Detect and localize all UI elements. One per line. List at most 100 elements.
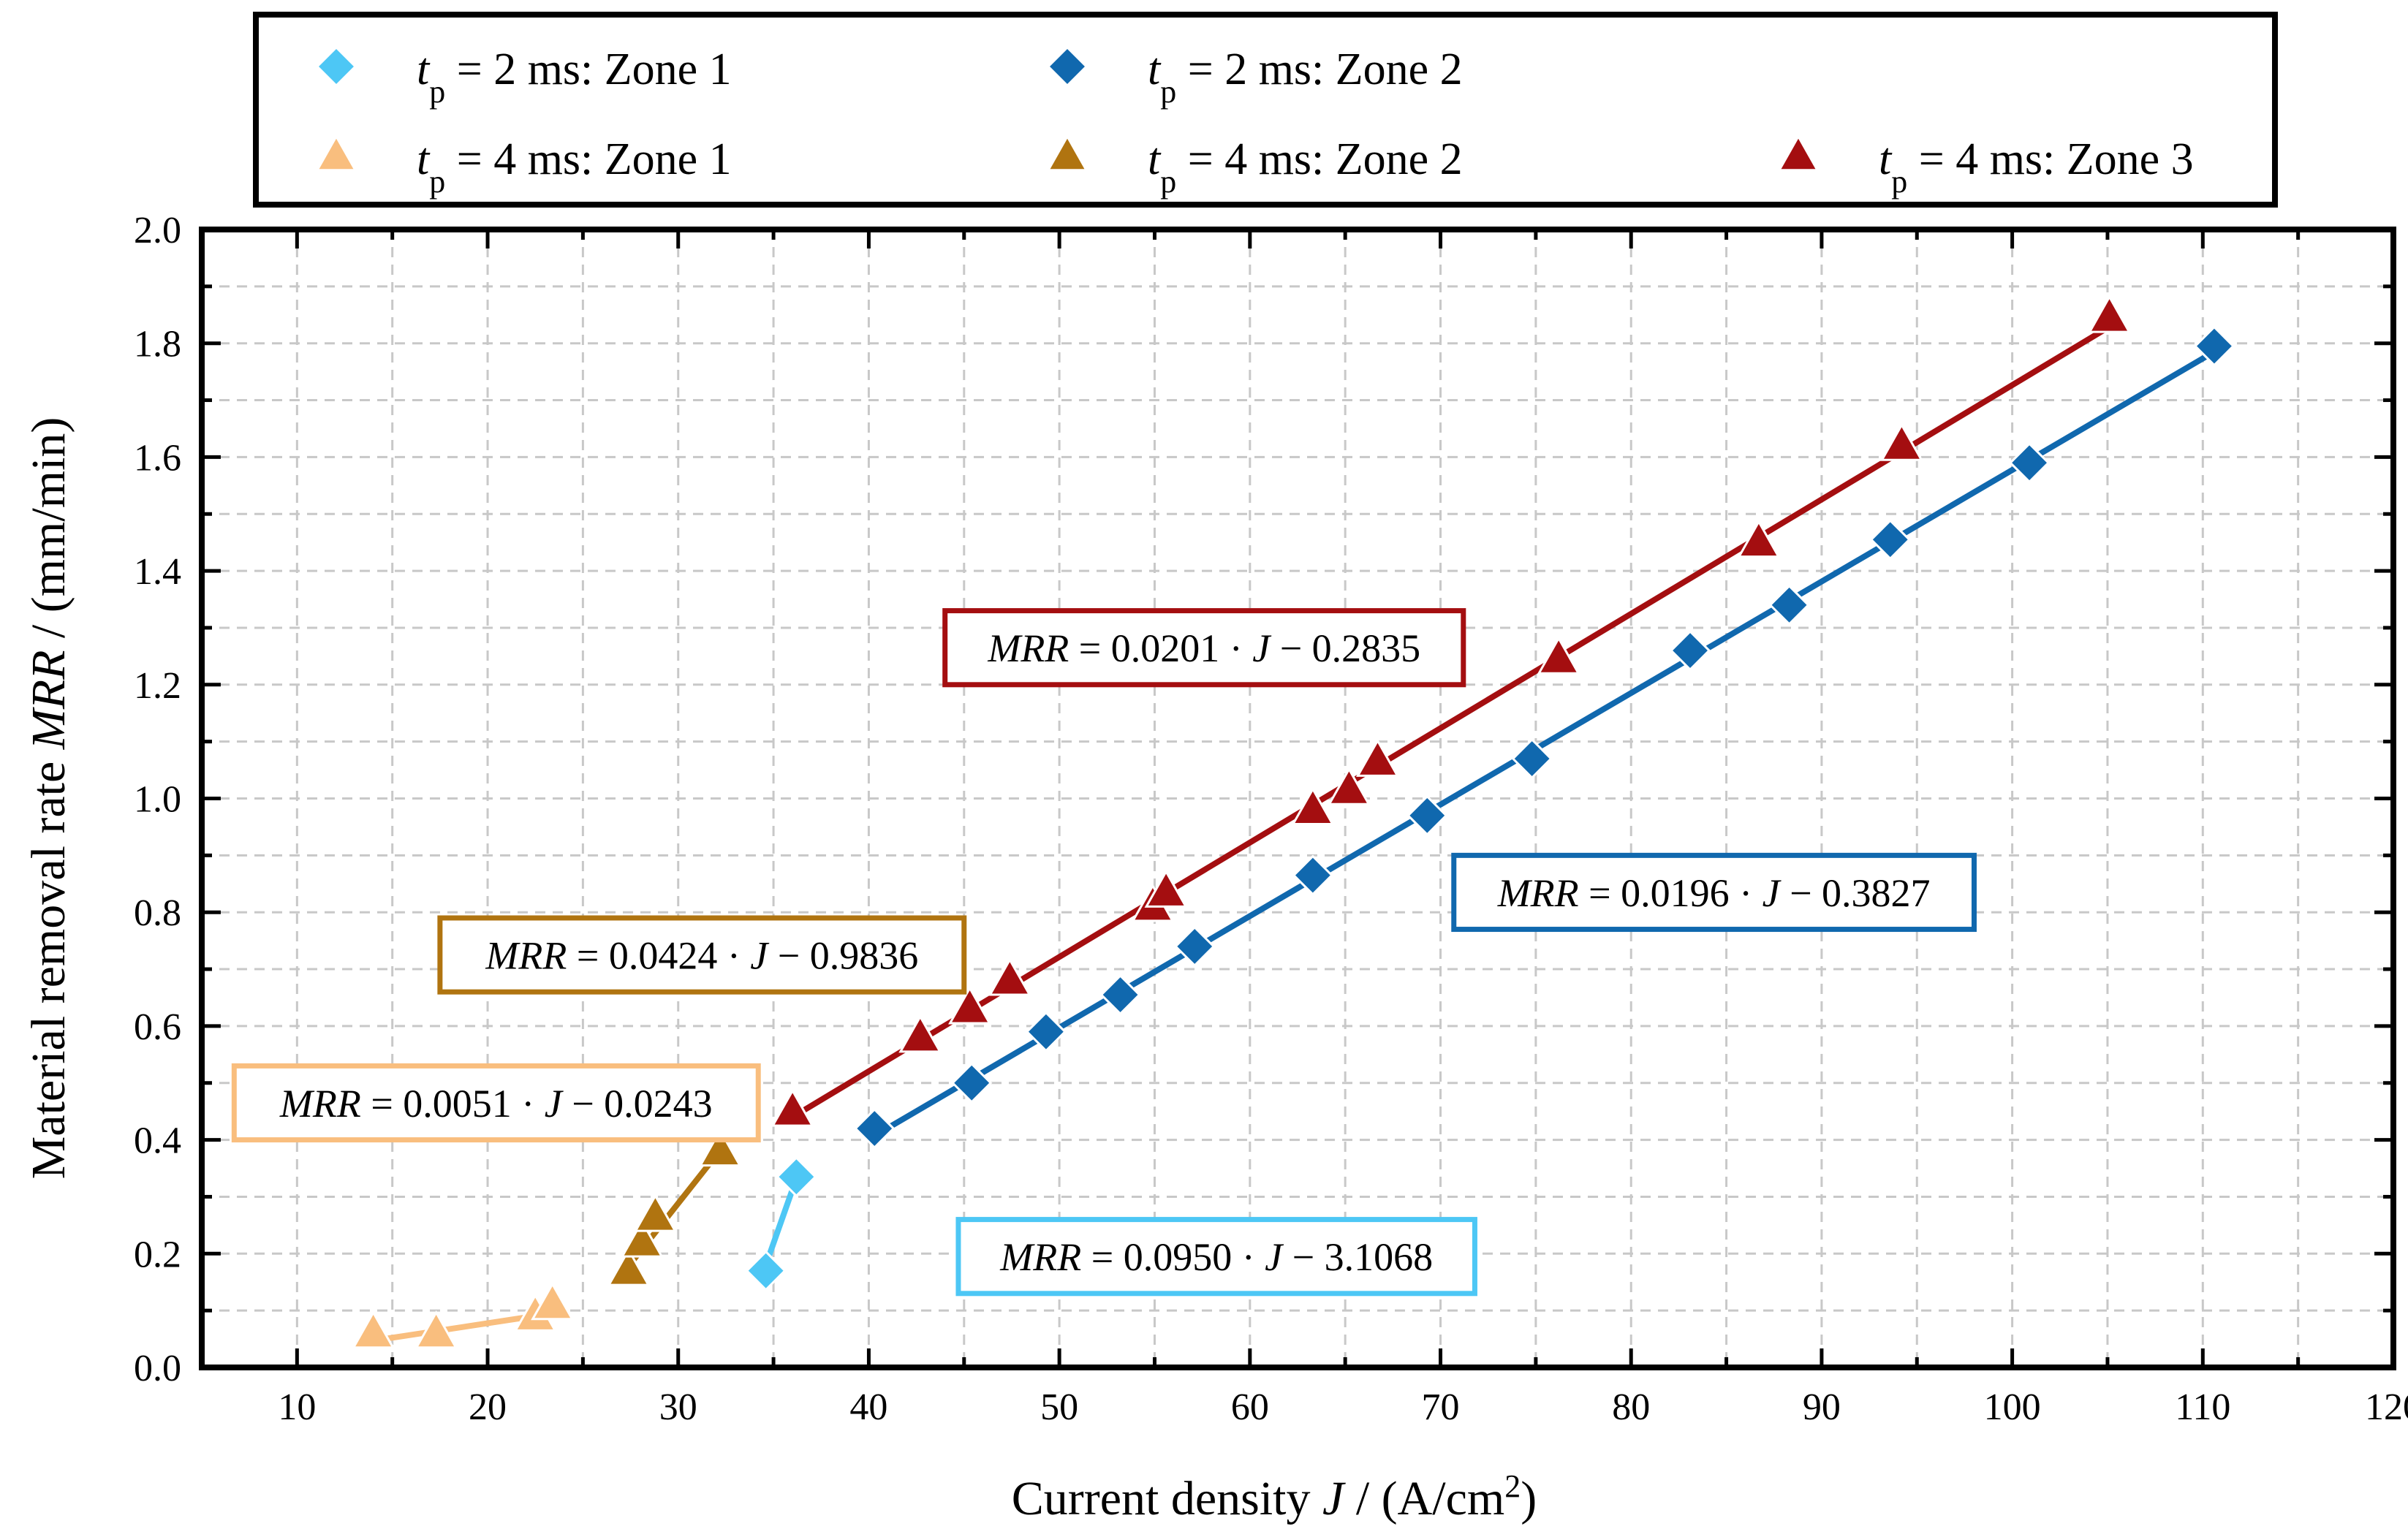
equation-box: MRR = 0.0201 · J − 0.2835 <box>942 608 1466 688</box>
legend-frame <box>253 12 2278 208</box>
x-tick-label: 50 <box>1040 1386 1078 1428</box>
data-point <box>2008 442 2051 484</box>
data-point <box>1669 629 1711 672</box>
x-tick-labels: 10 20 30 40 50 60 70 80 90 100 110 120 <box>278 1386 2408 1428</box>
data-point <box>948 986 992 1025</box>
equation-frame <box>955 1217 1477 1297</box>
equation-variable: J <box>1265 1235 1284 1279</box>
y-tick-label: 0.2 <box>134 1234 181 1275</box>
equation-frame <box>231 1063 761 1143</box>
equation-intercept: − 3.1068 <box>1282 1235 1433 1279</box>
legend-entry: tp = 4 ms: Zone 3 <box>1777 134 2194 200</box>
legend-label-variable: t <box>417 45 431 94</box>
legend-label-subscript: p <box>429 74 445 110</box>
equation-box: MRR = 0.0950 · J − 3.1068 <box>955 1217 1477 1297</box>
data-point <box>698 1128 742 1167</box>
y-tick-label: 1.8 <box>134 324 181 365</box>
x-tick-label: 40 <box>849 1386 887 1428</box>
equation-frame <box>437 915 967 995</box>
data-point <box>1869 519 1911 561</box>
y-tick-label: 1.4 <box>134 551 181 593</box>
legend-label-variable: t <box>1879 134 1893 184</box>
data-point <box>898 1014 942 1053</box>
legend-label-text: = 4 ms: Zone 2 <box>1176 134 1462 184</box>
equation-text: MRR = 0.0196 · J − 0.3827 <box>1497 871 1931 915</box>
legend-label-subscript: p <box>1160 74 1176 110</box>
data-point <box>1099 974 1141 1016</box>
y-axis-title: Material removal rate MRR / (mm/min) <box>22 417 75 1180</box>
x-tick-label: 60 <box>1231 1386 1269 1428</box>
legend-label-subscript: p <box>1160 164 1176 200</box>
y-tick-label: 0.8 <box>134 892 181 934</box>
data-point <box>951 1062 993 1104</box>
equation-frame <box>942 608 1466 688</box>
data-point <box>1537 636 1580 675</box>
equation-boxes: MRR = 0.0950 · J − 3.1068 MRR = 0.0196 · … <box>231 608 1977 1297</box>
data-point <box>776 1156 817 1198</box>
data-point <box>1046 45 1088 88</box>
data-point <box>988 957 1031 996</box>
series-markers <box>854 325 2235 1150</box>
data-markers <box>352 295 2235 1349</box>
data-point <box>1406 794 1448 836</box>
data-point <box>531 1281 575 1321</box>
legend-label-text: = 4 ms: Zone 3 <box>1907 134 2193 184</box>
plot-frame <box>199 227 2396 1370</box>
equation-coefficient: = 0.0424 · <box>567 934 750 978</box>
legend-label: tp = 2 ms: Zone 1 <box>417 45 732 110</box>
equation-text: MRR = 0.0424 · J − 0.9836 <box>485 934 918 978</box>
legend: tp = 2 ms: Zone 1 tp = 2 ms: Zone 2tp = 4… <box>253 12 2278 208</box>
equation-text: MRR = 0.0950 · J − 3.1068 <box>999 1235 1433 1279</box>
legend-label-subscript: p <box>1891 164 1907 200</box>
x-tick-label: 20 <box>469 1386 507 1428</box>
y-tick-label: 0.6 <box>134 1006 181 1048</box>
data-point <box>1174 925 1216 968</box>
equation-lhs: MRR <box>1497 871 1579 915</box>
legend-label: tp = 4 ms: Zone 1 <box>417 134 732 200</box>
data-point <box>620 1219 664 1258</box>
legend-entries: tp = 2 ms: Zone 1 tp = 2 ms: Zone 2tp = 4… <box>315 45 2194 200</box>
x-axis-title: Current density J / (A/cm2) <box>1012 1468 1537 1526</box>
equation-box: MRR = 0.0051 · J − 0.0243 <box>231 1063 761 1143</box>
legend-label-variable: t <box>417 134 431 184</box>
x-axis-title-close: ) <box>1521 1472 1537 1525</box>
legend-label-variable: t <box>1148 45 1162 94</box>
series-markers <box>352 1281 575 1349</box>
x-tick-label: 90 <box>1803 1386 1841 1428</box>
equation-intercept: − 0.0243 <box>562 1082 713 1126</box>
legend-label-text: = 4 ms: Zone 1 <box>445 134 731 184</box>
equation-coefficient: = 0.0201 · <box>1069 626 1252 670</box>
data-point <box>1511 737 1553 780</box>
y-axis-title-variable: MRR <box>22 650 75 751</box>
y-tick-labels: 0.0 0.2 0.4 0.6 0.8 1.0 1.2 1.4 1.6 1.8 2.0 <box>134 210 181 1389</box>
legend-entry: tp = 4 ms: Zone 2 <box>1046 134 1463 200</box>
x-tick-label: 30 <box>659 1386 697 1428</box>
x-tick-label: 80 <box>1612 1386 1650 1428</box>
legend-label-text: = 2 ms: Zone 2 <box>1176 45 1462 94</box>
data-point <box>315 45 357 88</box>
equation-variable: J <box>545 1082 564 1126</box>
series-markers <box>607 1128 742 1286</box>
y-axis-title-prefix: Material removal rate <box>22 749 75 1179</box>
legend-label: tp = 2 ms: Zone 2 <box>1148 45 1463 110</box>
equation-lhs: MRR <box>999 1235 1081 1279</box>
equation-coefficient: = 0.0051 · <box>361 1082 545 1126</box>
y-tick-label: 2.0 <box>134 210 181 251</box>
data-point <box>2193 325 2235 367</box>
data-point <box>1737 519 1781 558</box>
legend-label-subscript: p <box>429 164 445 200</box>
legend-label-variable: t <box>1148 134 1162 184</box>
legend-entry: tp = 2 ms: Zone 2 <box>1046 45 1463 110</box>
y-tick-label: 1.6 <box>134 437 181 479</box>
data-point <box>1144 869 1188 908</box>
data-point <box>854 1107 896 1150</box>
y-axis-title-units: / (mm/min) <box>22 417 75 650</box>
data-point <box>607 1248 651 1286</box>
equation-box: MRR = 0.0424 · J − 0.9836 <box>437 915 967 995</box>
series-markers <box>771 295 2132 1127</box>
x-tick-label: 120 <box>2365 1386 2408 1428</box>
x-tick-label: 100 <box>1984 1386 2041 1428</box>
data-point <box>745 1250 787 1291</box>
y-tick-label: 1.2 <box>134 665 181 707</box>
